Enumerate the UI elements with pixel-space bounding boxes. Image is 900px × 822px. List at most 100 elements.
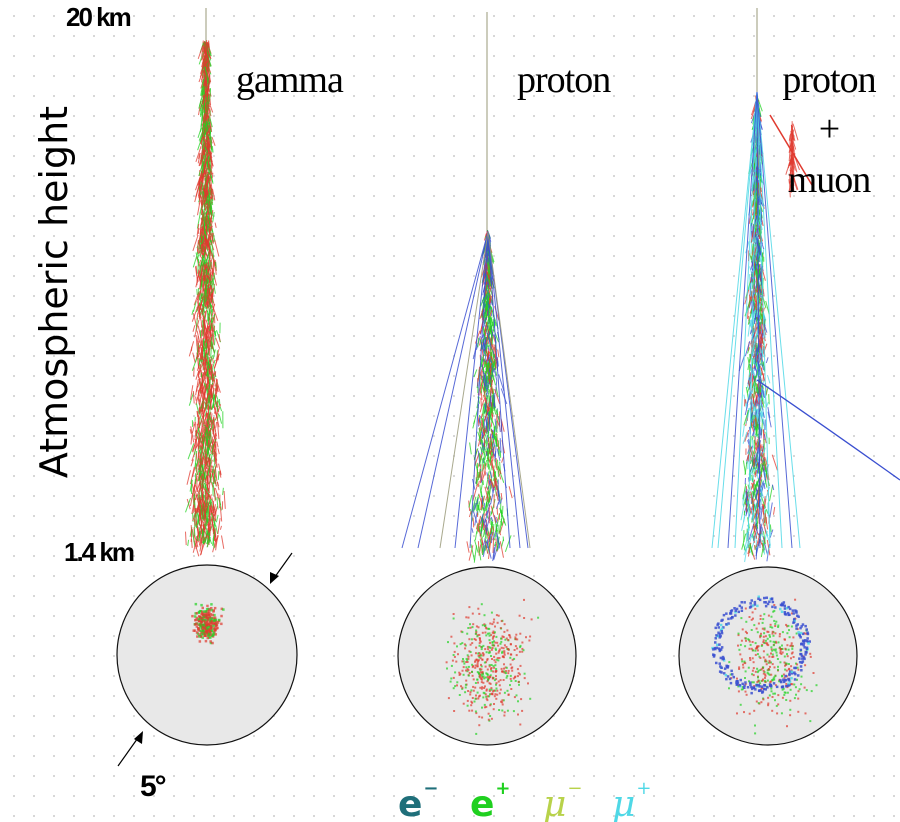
shower-track [216,441,219,448]
camera-pixel [200,603,203,607]
shower-track [200,175,204,194]
shower-track [474,539,479,553]
camera-pixel [489,704,492,707]
camera-pixel [478,674,481,677]
shower-track [210,288,214,294]
shower-track [206,342,208,350]
shower-track [203,448,206,454]
shower-track [200,340,203,346]
shower-track [196,416,201,434]
camera-pixel [202,630,205,633]
shower-track [216,497,219,510]
camera-pixel [471,674,474,677]
camera-pixel [738,648,741,651]
camera-pixel [468,672,471,674]
camera-pixel [487,648,490,651]
camera-pixel [445,661,448,664]
shower-track [209,393,213,399]
camera-pixel [194,602,198,606]
shower-track [480,522,483,528]
camera-pixel [773,678,776,681]
camera-pixel [474,666,477,669]
shower-track [205,467,209,481]
shower-track [204,410,208,417]
camera-pixel [517,700,519,703]
shower-track [763,483,766,489]
camera-pixel [194,618,197,622]
shower-track [496,448,501,462]
shower-track [490,387,494,395]
camera-pixel [481,676,484,679]
camera-pixel [764,676,766,679]
shower-track [196,212,201,229]
shower-track [216,415,220,428]
shower-track [218,498,222,511]
camera-pixel [475,658,478,661]
shower-track [205,80,207,91]
camera-pixel [192,629,195,632]
camera-pixel [479,637,481,640]
shower-track [477,515,481,533]
shower-track [210,516,215,531]
shower-track [207,368,211,383]
camera-pixel [490,664,493,666]
shower-track [209,494,212,500]
camera-pixel [495,687,498,690]
shower-track [215,421,218,428]
shower-track [198,511,203,524]
shower-track [195,145,202,163]
camera-pixel [481,716,484,719]
shower-track [198,173,203,187]
shower-track [207,424,209,439]
camera-pixel [465,616,468,619]
shower-track [468,494,473,508]
shower-track [206,200,213,215]
camera-pixel [503,691,506,694]
shower-track [480,413,483,419]
camera-pixel [197,610,201,614]
shower-track [490,317,493,326]
shower-track [207,274,212,287]
shower-track [757,483,759,488]
camera-pixel [478,715,481,718]
shower-track [208,355,213,369]
camera-pixel [518,673,521,676]
shower-track [205,511,208,529]
shower-track [219,525,222,530]
camera-pixel [516,675,519,678]
shower-track [496,536,500,551]
camera-pixel [203,621,207,624]
camera-pixel [474,660,476,663]
shower-track [213,353,220,369]
camera-pixel [778,633,781,635]
shower-track [201,254,205,265]
camera-pixel [203,634,206,638]
camera-pixel [737,690,740,693]
shower-track [204,291,210,308]
camera-pixel [220,622,223,626]
camera-pixel [458,674,461,676]
camera-pixel [497,680,500,683]
camera-pixel [466,632,469,635]
camera-pixel [495,668,498,670]
camera-pixel [503,653,506,656]
shower-track [209,221,213,231]
camera-pixel [530,618,533,621]
shower-track [207,440,210,448]
shower-track [207,141,213,159]
shower-track [197,389,200,405]
shower-track [203,98,206,107]
camera-pixel [749,659,752,661]
camera-pixel [757,622,760,625]
shower-track [211,172,214,179]
shower-track [494,358,497,369]
shower-track [201,306,205,315]
shower-track [480,480,484,493]
shower-track [210,164,213,175]
shower-track [205,306,209,313]
shower-track [768,394,770,405]
camera-pixel [466,704,469,707]
camera-pixel [211,634,214,637]
shower-track [744,399,747,404]
shower-track [222,487,224,496]
